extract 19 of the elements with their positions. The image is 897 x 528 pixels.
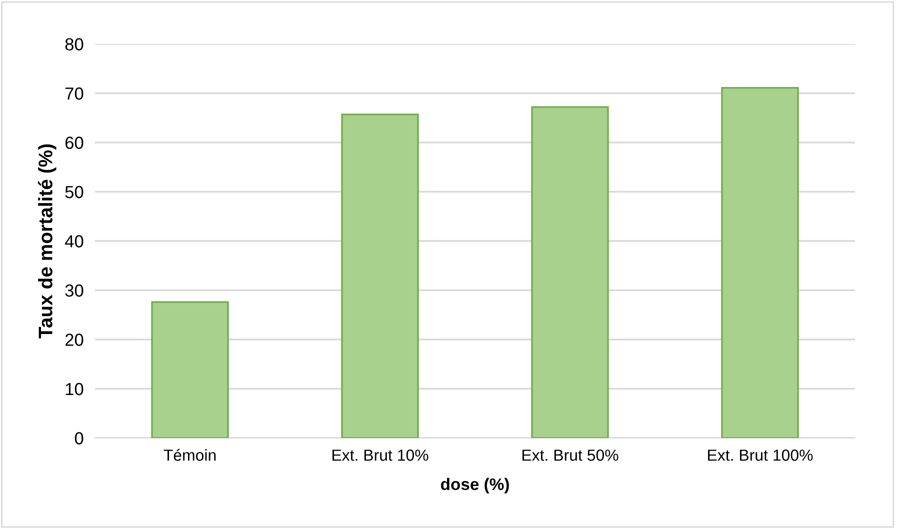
y-tick-label: 80: [65, 38, 84, 50]
bar: [531, 106, 609, 438]
y-tick-label: 30: [65, 284, 84, 297]
x-tick-label: Ext. Brut 10%: [332, 450, 428, 461]
bar: [341, 114, 419, 438]
y-tick-label: 20: [65, 334, 84, 346]
y-tick-label: 70: [65, 87, 84, 100]
y-tick-label: 50: [65, 186, 84, 198]
bar: [151, 301, 229, 438]
x-tick-label: Ext. Brut 100%: [708, 450, 813, 461]
y-tick-label: 0: [74, 432, 84, 444]
y-tick-label: 60: [65, 136, 84, 149]
y-tick-label: 10: [66, 382, 84, 396]
x-tick-label: Ext. Brut 50%: [522, 450, 618, 461]
x-axis-title: dose (%): [440, 478, 509, 494]
bar: [721, 87, 799, 438]
x-tick-label: Témoin: [164, 448, 216, 461]
y-tick-label: 40: [64, 235, 84, 248]
y-axis-title: Taux de mortalité (%): [38, 144, 56, 338]
